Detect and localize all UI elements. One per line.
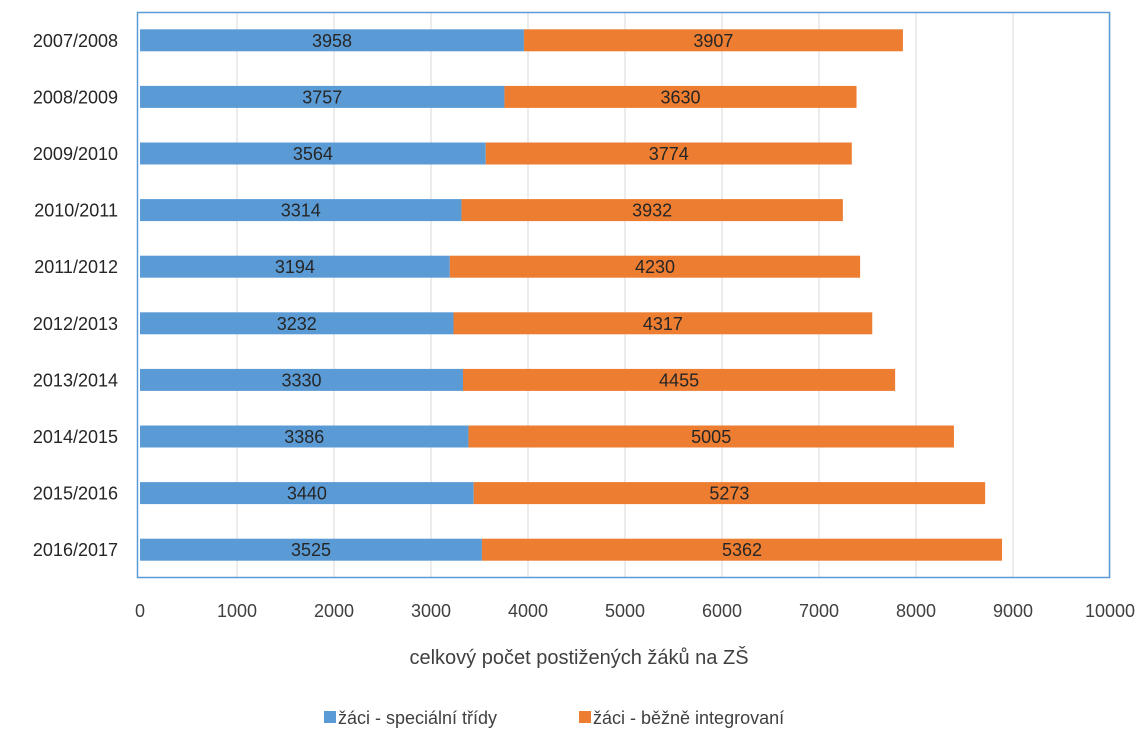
data-label: 3525 [291,540,331,560]
category-label: 2013/2014 [33,370,118,390]
legend-label: žáci - speciální třídy [338,708,497,728]
bar-segment [473,482,986,505]
bar-segment [468,425,954,448]
bar-segment [140,85,505,108]
bar-segment [453,312,873,335]
data-label: 3232 [277,314,317,334]
data-label: 5005 [691,427,731,447]
category-label: 2014/2015 [33,427,118,447]
legend-label: žáci - běžně integrovaní [593,708,784,728]
data-label: 4230 [635,257,675,277]
x-tick-label: 5000 [605,601,645,621]
bar-segment [140,368,464,391]
x-tick-label: 2000 [314,601,354,621]
bar-labels: 3958 3907 3757 3630 3564 3774 3314 3932 3194 4230… [275,31,762,560]
legend-swatch [324,711,336,723]
data-label: 3440 [287,484,327,504]
x-tick-label: 10000 [1085,601,1135,621]
bar-segment [504,85,857,108]
data-label: 3564 [293,144,333,164]
category-label: 2015/2016 [33,484,118,504]
data-label: 3386 [284,427,324,447]
bar-segment [140,29,524,52]
x-tick-label: 8000 [896,601,936,621]
bar-segment [485,142,852,165]
data-label: 3907 [693,31,733,51]
bar-segment [140,142,486,165]
legend: žáci - speciální třídy žáci - běžně integ… [324,708,784,728]
data-label: 3774 [649,144,689,164]
plot-area-border [136,11,1111,579]
category-label: 2016/2017 [33,540,118,560]
x-tick-labels: 0 1000 2000 3000 4000 5000 6000 7000 8000 9000 100… [135,601,1135,621]
x-axis-title: celkový počet postižených žáků na ZŠ [409,646,748,669]
data-label: 3330 [281,370,321,390]
x-tick-label: 1000 [217,601,257,621]
bar-segment [140,199,462,222]
category-label: 2010/2011 [34,201,118,221]
data-label: 4455 [659,370,699,390]
category-labels: 2007/2008 2008/2009 2009/2010 2010/2011 2011… [33,31,118,560]
x-tick-label: 9000 [993,601,1033,621]
data-label: 3630 [660,87,700,107]
category-label: 2012/2013 [33,314,118,334]
bar-segment [463,368,896,391]
category-label: 2007/2008 [33,31,118,51]
bar-segment [140,312,454,335]
category-label: 2009/2010 [33,144,118,164]
data-label: 3757 [302,87,342,107]
data-label: 3194 [275,257,315,277]
bar-segment [449,255,861,278]
data-label: 5273 [709,484,749,504]
data-label: 3314 [281,201,321,221]
data-label: 5362 [722,540,762,560]
data-label: 3958 [312,31,352,51]
x-tick-label: 4000 [508,601,548,621]
bar-segment [140,538,482,561]
bars [140,29,1003,561]
bar-segment [461,199,843,222]
bar-segment [140,255,450,278]
x-tick-label: 3000 [411,601,451,621]
bar-segment [140,425,469,448]
bar-segment [140,482,474,505]
x-tick-label: 6000 [702,601,742,621]
bar-segment [481,538,1003,561]
category-label: 2011/2012 [34,257,118,277]
data-label: 4317 [643,314,683,334]
legend-swatch [579,711,591,723]
x-tick-label: 7000 [799,601,839,621]
x-tick-label: 0 [135,601,145,621]
data-label: 3932 [632,201,672,221]
bar-segment [523,29,903,52]
category-label: 2008/2009 [33,87,118,107]
